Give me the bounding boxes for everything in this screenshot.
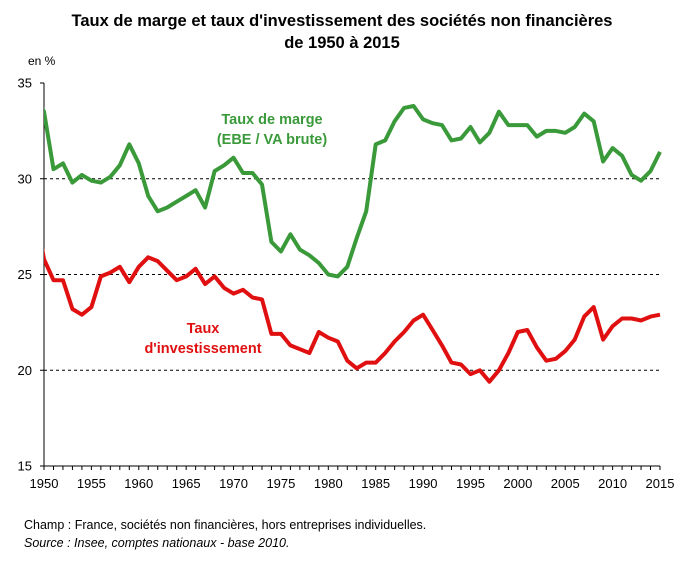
source-note: Source : Insee, comptes nationaux - base… <box>24 536 290 550</box>
marge-label-line-1: Taux de marge <box>221 112 322 128</box>
y-tick-label-30: 30 <box>18 171 32 186</box>
chart-title-line-2: de 1950 à 2015 <box>284 34 400 52</box>
x-tick-label-1955: 1955 <box>77 476 106 491</box>
x-tick-label-2010: 2010 <box>598 476 627 491</box>
series-line-taux-de-marge <box>44 104 662 279</box>
x-tick-label-1995: 1995 <box>456 476 485 491</box>
series-labels: Taux de marge (EBE / VA brute) Taux d'in… <box>144 112 327 357</box>
gridlines <box>44 178 660 371</box>
footnote: Champ : France, sociétés non financières… <box>24 516 426 552</box>
x-axis-ticks: 1950 1955 1960 1965 1970 1975 1980 1985 1990 1995… <box>30 466 675 491</box>
investissement-label-line-1: Taux <box>187 321 220 337</box>
x-tick-label-2000: 2000 <box>503 476 532 491</box>
x-tick-label-1950: 1950 <box>30 476 59 491</box>
series-line-taux-investissement <box>44 247 661 384</box>
x-tick-label-1965: 1965 <box>172 476 201 491</box>
x-tick-label-1985: 1985 <box>361 476 390 491</box>
y-tick-label-20: 20 <box>18 363 32 378</box>
y-tick-label-25: 25 <box>18 267 32 282</box>
y-tick-label-35: 35 <box>18 76 32 91</box>
y-axis-ticks: 15 20 25 30 35 <box>18 76 44 474</box>
y-axis-unit: en % <box>28 54 56 68</box>
champ-note: Champ : France, sociétés non financières… <box>24 518 427 532</box>
x-tick-label-1980: 1980 <box>314 476 343 491</box>
series-group <box>44 104 662 384</box>
x-tick-label-1990: 1990 <box>409 476 438 491</box>
chart-title-line-1: Taux de marge et taux d'investissement d… <box>71 12 613 30</box>
investissement-label-line-2: d'investissement <box>144 341 261 357</box>
x-tick-label-2015: 2015 <box>646 476 675 491</box>
x-tick-label-1960: 1960 <box>124 476 153 491</box>
y-tick-label-15: 15 <box>18 459 32 474</box>
x-tick-label-1970: 1970 <box>219 476 248 491</box>
marge-label-line-2: (EBE / VA brute) <box>217 132 328 148</box>
x-tick-label-2005: 2005 <box>551 476 580 491</box>
chart-title: Taux de marge et taux d'investissement d… <box>0 10 684 54</box>
x-tick-label-1975: 1975 <box>266 476 295 491</box>
